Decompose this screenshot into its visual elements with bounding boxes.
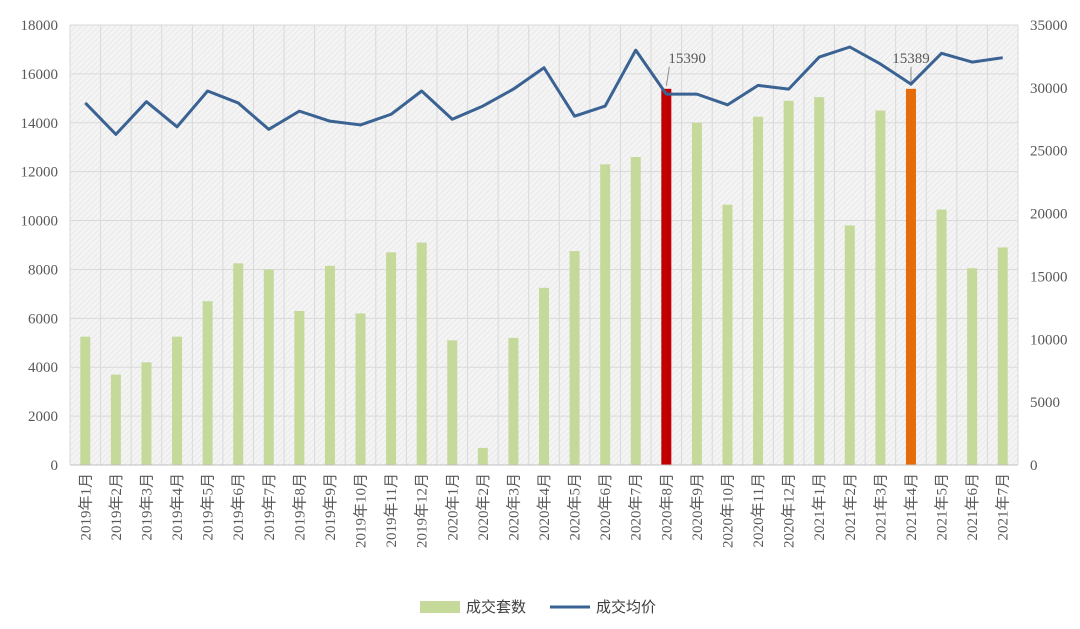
bar-2019年1月	[80, 336, 91, 465]
x-tick-label: 2019年3月	[138, 473, 155, 541]
x-tick-label: 2019年8月	[291, 473, 308, 541]
left-tick-label: 8000	[28, 262, 58, 278]
bar-2019年8月	[294, 311, 305, 465]
x-tick-label: 2020年10月	[719, 473, 736, 548]
bar-2020年9月	[691, 122, 702, 466]
x-tick-label: 2020年12月	[781, 473, 798, 548]
x-tick-label: 2019年7月	[261, 473, 278, 541]
left-tick-label: 14000	[21, 116, 59, 132]
x-tick-label: 2020年5月	[567, 473, 584, 541]
bar-2019年2月	[110, 374, 121, 465]
bar-2020年12月	[783, 100, 794, 466]
legend-label: 成交均价	[596, 598, 656, 616]
x-tick-label: 2019年4月	[169, 473, 186, 541]
bar-2020年6月	[600, 164, 611, 466]
bar-2021年3月	[875, 110, 886, 466]
x-tick-label: 2019年12月	[414, 473, 431, 548]
bar-2020年8月	[661, 88, 672, 466]
bar-2019年5月	[202, 301, 213, 465]
x-tick-label: 2019年6月	[230, 473, 247, 541]
x-tick-label: 2021年5月	[934, 473, 951, 541]
x-tick-label: 2021年3月	[872, 473, 889, 541]
bar-2021年5月	[936, 209, 947, 465]
x-tick-label: 2021年4月	[903, 473, 920, 541]
bar-2021年7月	[997, 247, 1008, 465]
bar-2020年7月	[630, 157, 641, 465]
bar-2020年2月	[477, 447, 488, 465]
legend-swatch-bar	[420, 601, 460, 613]
x-tick-label: 2020年4月	[536, 473, 553, 541]
right-tick-label: 5000	[1030, 395, 1060, 411]
right-tick-label: 15000	[1030, 269, 1068, 285]
bar-2020年11月	[753, 116, 764, 466]
annotation-label: 15389	[892, 51, 930, 67]
x-tick-label: 2020年9月	[689, 473, 706, 541]
bar-2020年3月	[508, 337, 519, 465]
right-tick-label: 10000	[1030, 332, 1068, 348]
bar-2021年2月	[844, 225, 855, 465]
right-tick-label: 0	[1030, 458, 1038, 474]
right-tick-label: 35000	[1030, 18, 1068, 34]
bar-2019年7月	[263, 269, 274, 465]
x-tick-label: 2019年11月	[383, 473, 400, 547]
x-tick-label: 2019年5月	[200, 473, 217, 541]
x-tick-label: 2020年3月	[505, 473, 522, 541]
x-tick-label: 2020年1月	[444, 473, 461, 541]
annotation-label: 15390	[668, 51, 706, 67]
left-tick-label: 10000	[21, 214, 59, 230]
x-tick-label: 2021年7月	[995, 473, 1012, 541]
bar-2020年1月	[447, 340, 458, 465]
bar-2019年9月	[324, 265, 335, 465]
left-tick-label: 2000	[28, 409, 58, 425]
x-tick-label: 2019年9月	[322, 473, 339, 541]
bar-2020年4月	[539, 287, 549, 465]
right-tick-label: 25000	[1030, 144, 1068, 160]
x-tick-label: 2019年1月	[77, 473, 94, 541]
bar-2021年4月	[905, 88, 916, 465]
x-tick-label: 2020年8月	[658, 473, 675, 541]
left-tick-label: 18000	[21, 18, 59, 34]
right-tick-label: 20000	[1030, 207, 1068, 223]
x-tick-label: 2019年2月	[108, 473, 125, 541]
bar-2021年1月	[814, 97, 825, 465]
bar-2019年4月	[172, 336, 183, 465]
x-tick-label: 2021年2月	[842, 473, 859, 541]
x-tick-label: 2020年6月	[597, 473, 614, 541]
bar-2019年12月	[416, 242, 427, 465]
left-tick-label: 4000	[28, 360, 58, 376]
left-tick-label: 0	[51, 458, 59, 474]
annotation-leader	[665, 66, 670, 86]
left-tick-label: 16000	[21, 67, 59, 83]
bar-2020年10月	[722, 204, 733, 465]
bar-2019年6月	[233, 263, 244, 465]
x-tick-label: 2020年11月	[750, 473, 767, 547]
x-tick-label: 2021年1月	[811, 473, 828, 541]
bar-2019年3月	[141, 362, 152, 465]
legend-label: 成交套数	[466, 598, 526, 616]
x-tick-label: 2020年7月	[628, 473, 645, 541]
x-tick-label: 2020年2月	[475, 473, 492, 541]
x-tick-label: 2019年10月	[353, 473, 370, 548]
bar-2019年11月	[386, 252, 397, 465]
right-tick-label: 30000	[1030, 81, 1068, 97]
bar-2019年10月	[355, 313, 366, 465]
bar-2020年5月	[569, 251, 580, 465]
left-tick-label: 6000	[28, 311, 58, 327]
left-tick-label: 12000	[21, 165, 59, 181]
x-tick-label: 2021年6月	[964, 473, 981, 541]
bar-2021年6月	[967, 268, 978, 465]
